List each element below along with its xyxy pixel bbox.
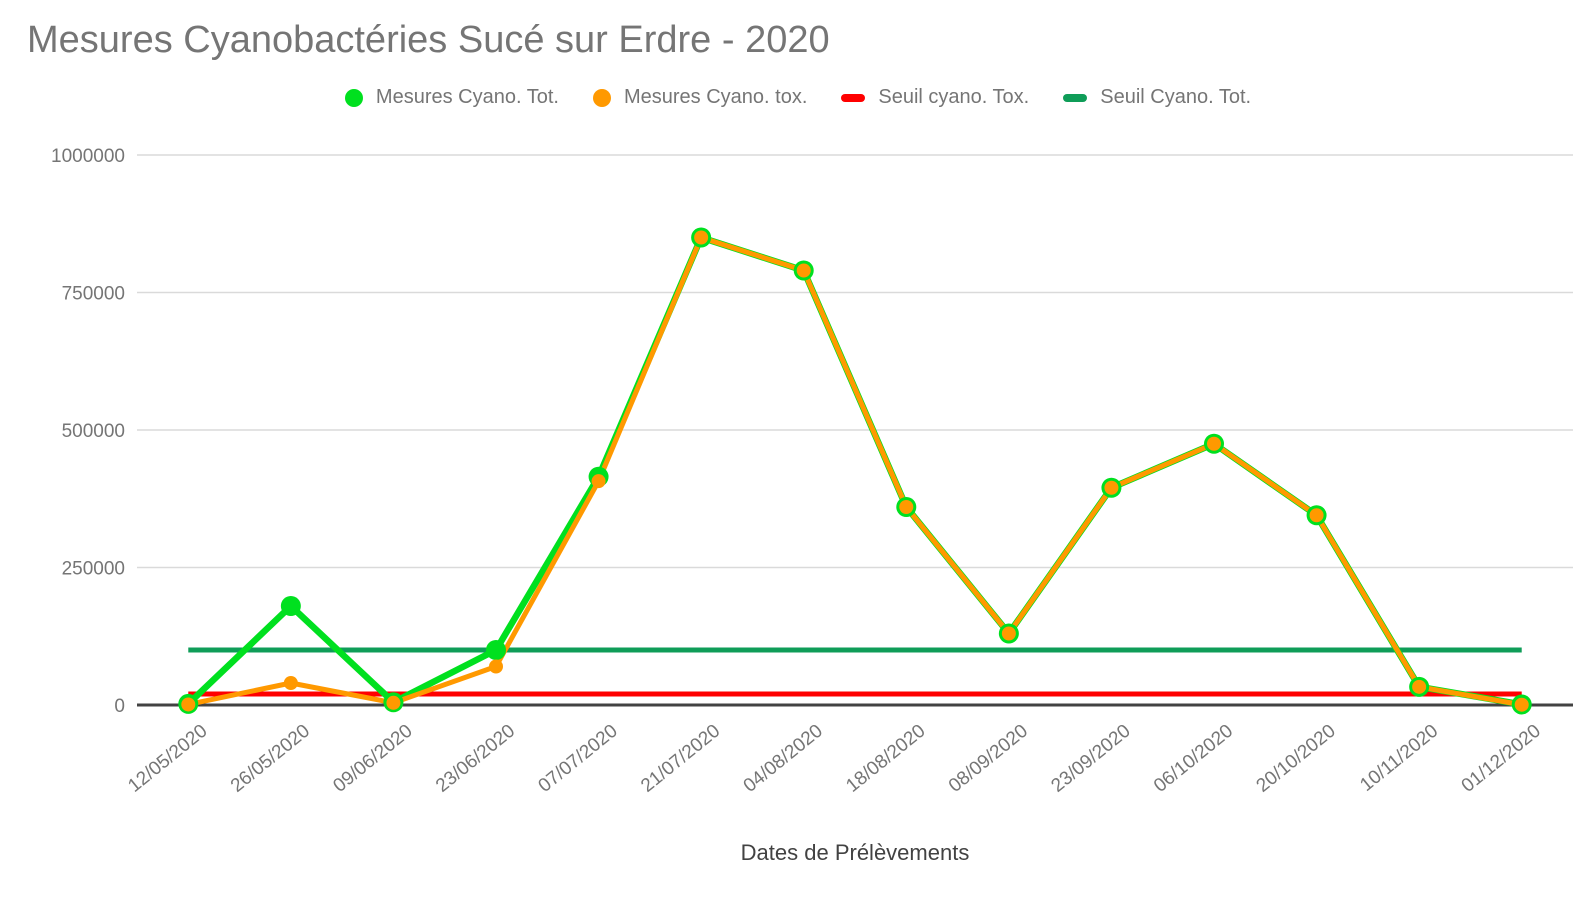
data-point[interactable]	[796, 263, 811, 278]
y-tick-label: 750000	[62, 284, 125, 305]
legend-label-mesures-cyano-tox: Mesures Cyano. tox.	[623, 86, 808, 108]
data-point[interactable]	[386, 695, 401, 710]
x-tick-label: 18/08/2020	[842, 721, 929, 797]
legend-item-mesures-cyano-tox: Mesures Cyano. tox.	[592, 86, 808, 109]
x-tick-label: 20/10/2020	[1253, 721, 1340, 797]
x-tick-label: 12/05/2020	[124, 721, 211, 797]
x-tick-label: 23/06/2020	[432, 721, 519, 797]
x-tick-label: 04/08/2020	[740, 721, 827, 797]
data-point[interactable]	[283, 676, 298, 690]
data-point[interactable]	[1309, 508, 1324, 523]
chart-legend: Mesures Cyano. Tot. Mesures Cyano. tox. …	[0, 86, 1596, 109]
data-point[interactable]	[899, 500, 914, 514]
x-tick-label: 09/06/2020	[329, 721, 416, 797]
series-line[interactable]	[185, 234, 1525, 708]
series-line[interactable]	[185, 235, 1525, 708]
legend-label-seuil-cyano-tox: Seuil cyano. Tox.	[878, 86, 1030, 108]
x-axis-title: Dates de Prélèvements	[740, 840, 970, 865]
y-tick-label: 1000000	[51, 146, 125, 167]
y-tick-label: 250000	[62, 559, 125, 580]
data-point[interactable]	[486, 640, 506, 660]
data-point[interactable]	[694, 230, 709, 245]
legend-item-seuil-cyano-tot: Seuil Cyano. Tot.	[1063, 86, 1251, 109]
legend-marker-orange-circle-icon	[592, 88, 611, 107]
data-point[interactable]	[181, 697, 196, 712]
data-point[interactable]	[280, 596, 301, 616]
legend-label-mesures-cyano-tot: Mesures Cyano. Tot.	[375, 86, 559, 108]
data-point[interactable]	[489, 659, 503, 674]
y-tick-label: 0	[114, 696, 125, 717]
x-tick-label: 08/09/2020	[945, 721, 1032, 797]
x-tick-label: 01/12/2020	[1458, 721, 1545, 797]
legend-marker-red-dash-icon	[841, 93, 866, 102]
x-tick-label: 06/10/2020	[1150, 721, 1237, 797]
data-point[interactable]	[1412, 679, 1427, 694]
x-tick-label: 10/11/2020	[1356, 721, 1442, 796]
legend-marker-green-circle-icon	[344, 88, 363, 107]
legend-item-seuil-cyano-tox: Seuil cyano. Tox.	[841, 86, 1029, 109]
legend-label-seuil-cyano-tot: Seuil Cyano. Tot.	[1100, 86, 1252, 108]
x-tick-label: 21/07/2020	[637, 721, 724, 797]
data-point[interactable]	[1207, 436, 1221, 451]
legend-item-mesures-cyano-tot: Mesures Cyano. Tot.	[344, 86, 559, 109]
x-tick-label: 07/07/2020	[535, 721, 622, 797]
data-point[interactable]	[591, 474, 606, 489]
x-tick-label: 26/05/2020	[227, 721, 314, 797]
data-point[interactable]	[1104, 480, 1119, 495]
y-tick-label: 500000	[62, 421, 125, 442]
chart-title: Mesures Cyanobactéries Sucé sur Erdre - …	[27, 19, 830, 61]
data-point[interactable]	[1514, 697, 1529, 712]
legend-marker-teal-dash-icon	[1063, 93, 1088, 102]
data-point[interactable]	[1001, 626, 1016, 641]
x-tick-label: 23/09/2020	[1047, 721, 1134, 797]
